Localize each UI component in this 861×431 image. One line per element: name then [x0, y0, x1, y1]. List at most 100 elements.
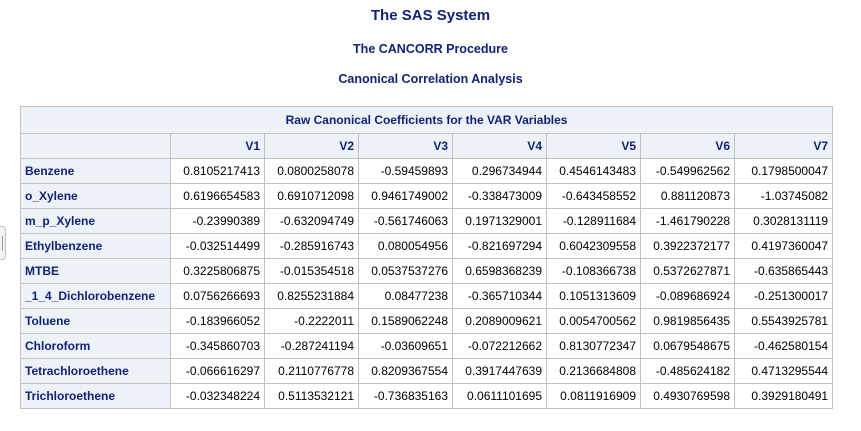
coefficient-cell: -0.089686924 — [640, 283, 735, 309]
coefficient-cell: -0.736835163 — [358, 383, 453, 409]
table-caption: Raw Canonical Coefficients for the VAR V… — [19, 106, 834, 134]
coefficient-cell: 0.5543925781 — [733, 308, 834, 334]
coefficient-cell: 0.0537537276 — [358, 258, 453, 284]
procedure-title: The CANCORR Procedure — [353, 42, 508, 56]
column-header-v4: V4 — [452, 133, 547, 159]
coefficient-cell: -0.015354518 — [264, 258, 359, 284]
raw-canonical-coefficients-table: Raw Canonical Coefficients for the VAR V… — [19, 106, 834, 409]
coefficient-cell: 0.4197360047 — [733, 233, 834, 259]
table-row: Trichloroethene -0.032348224 0.5113532121-… — [20, 383, 834, 409]
corner-cell — [20, 133, 171, 159]
table-row: Chloroform -0.345860703 -0.287241194 -0.036… — [20, 333, 834, 359]
column-header-v7: V7 — [733, 133, 834, 159]
coefficient-cell: -0.643458552 — [546, 183, 641, 209]
analysis-title: Canonical Correlation Analysis — [338, 72, 523, 86]
coefficient-cell: 0.8255231884 — [264, 283, 359, 309]
row-label: MTBE — [20, 258, 171, 284]
coefficient-cell: 0.0679548675 — [640, 333, 735, 359]
coefficient-cell: 0.4930769598 — [640, 383, 735, 409]
coefficient-cell: 0.3929180491 — [733, 383, 834, 409]
coefficient-cell: -0.2222011 — [264, 308, 359, 334]
coefficient-cell: -0.03609651 — [358, 333, 453, 359]
coefficient-cell: -1.461790228 — [640, 208, 735, 234]
coefficient-cell: -0.635865443 — [733, 258, 834, 284]
coefficient-cell: -0.072212662 — [452, 333, 547, 359]
coefficient-cell: -0.345860703 — [170, 333, 265, 359]
system-title: The SAS System — [370, 7, 491, 24]
coefficient-cell: 0.1971329001 — [452, 208, 547, 234]
coefficient-cell: 0.296734944 — [452, 158, 547, 184]
table-row: Tetrachloroethene -0.066616297 0.211077677… — [20, 358, 834, 384]
coefficient-cell: 0.3917447639 — [452, 358, 547, 384]
coefficient-cell: -0.23990389 — [170, 208, 265, 234]
grip-icon — [2, 236, 3, 251]
coefficient-cell: 0.9461749002 — [358, 183, 453, 209]
table-row: m_p_Xylene -0.23990389 -0.632094749 -0.5617… — [20, 208, 834, 234]
coefficient-cell: -0.251300017 — [733, 283, 834, 309]
column-header-row: V1 V2 V3 V4 V5 V6 V7 — [20, 133, 834, 159]
table-row: Benzene 0.8105217413 0.0800258078 -0.594598… — [20, 158, 834, 184]
row-label: m_p_Xylene — [20, 208, 171, 234]
row-label: Chloroform — [20, 333, 171, 359]
coefficient-cell: 0.3922372177 — [640, 233, 735, 259]
coefficient-cell: 0.1798500047 — [733, 158, 834, 184]
coefficient-cell: 0.0611101695 — [452, 383, 547, 409]
coefficient-cell: 0.0756266693 — [170, 283, 265, 309]
column-header-v5: V5 — [546, 133, 641, 159]
table-row: MTBE 0.3225806875 -0.015354518 0.0537537276… — [20, 258, 834, 284]
coefficient-cell: 0.6196654583 — [170, 183, 265, 209]
coefficient-cell: 0.8130772347 — [546, 333, 641, 359]
coefficient-cell: -0.821697294 — [452, 233, 547, 259]
coefficient-cell: 0.4546143483 — [546, 158, 641, 184]
row-label: Benzene — [20, 158, 171, 184]
coefficient-cell: 0.1589062248 — [358, 308, 453, 334]
coefficient-cell: -0.549962562 — [640, 158, 735, 184]
row-label: Trichloroethene — [20, 383, 171, 409]
row-label: Tetrachloroethene — [20, 358, 171, 384]
coefficient-cell: -0.485624182 — [640, 358, 735, 384]
coefficient-cell: -0.365710344 — [452, 283, 547, 309]
coefficient-cell: 0.3225806875 — [170, 258, 265, 284]
coefficient-cell: 0.5372627871 — [640, 258, 735, 284]
coefficient-cell: 0.08477238 — [358, 283, 453, 309]
coefficient-cell: 0.2136684808 — [546, 358, 641, 384]
row-label: Ethylbenzene — [20, 233, 171, 259]
row-label: _1_4_Dichlorobenzene — [20, 283, 171, 309]
column-header-v3: V3 — [358, 133, 453, 159]
coefficient-cell: 0.3028131119 — [733, 208, 834, 234]
coefficient-cell: -0.032514499 — [170, 233, 265, 259]
coefficient-cell: -0.462580154 — [733, 333, 834, 359]
coefficient-cell: 0.2089009621 — [452, 308, 547, 334]
side-panel-handle[interactable] — [0, 226, 6, 260]
coefficient-cell: 0.0800258078 — [264, 158, 359, 184]
column-header-v2: V2 — [264, 133, 359, 159]
coefficient-cell: -0.59459893 — [358, 158, 453, 184]
coefficient-cell: 0.1051313609 — [546, 283, 641, 309]
coefficient-cell: -0.066616297 — [170, 358, 265, 384]
coefficient-cell: 0.6910712098 — [264, 183, 359, 209]
coefficient-cell: 0.0054700562 — [546, 308, 641, 334]
coefficient-cell: 0.5113532121 — [264, 383, 359, 409]
coefficient-cell: -0.108366738 — [546, 258, 641, 284]
table-body: Benzene 0.8105217413 0.0800258078 -0.594598… — [20, 158, 834, 409]
coefficient-cell: -0.285916743 — [264, 233, 359, 259]
coefficient-cell: 0.9819856435 — [640, 308, 735, 334]
coefficient-cell: 0.0811916909 — [546, 383, 641, 409]
row-label: o_Xylene — [20, 183, 171, 209]
coefficient-cell: -0.032348224 — [170, 383, 265, 409]
coefficient-cell: -0.287241194 — [264, 333, 359, 359]
column-header-v1: V1 — [170, 133, 265, 159]
coefficient-cell: 0.881120873 — [640, 183, 735, 209]
coefficient-cell: 0.8105217413 — [170, 158, 265, 184]
coefficient-cell: -0.128911684 — [546, 208, 641, 234]
coefficient-cell: 0.2110776778 — [264, 358, 359, 384]
coefficient-cell: 0.8209367554 — [358, 358, 453, 384]
table-row: _1_4_Dichlorobenzene 0.0756266693 0.825523… — [20, 283, 834, 309]
table-row: Ethylbenzene -0.032514499 -0.285916743 0.08… — [20, 233, 834, 259]
coefficient-cell: -0.632094749 — [264, 208, 359, 234]
coefficient-cell: -0.561746063 — [358, 208, 453, 234]
row-label: Toluene — [20, 308, 171, 334]
coefficient-cell: -1.03745082 — [733, 183, 834, 209]
coefficient-cell: 0.080054956 — [358, 233, 453, 259]
coefficient-cell: 0.6598368239 — [452, 258, 547, 284]
